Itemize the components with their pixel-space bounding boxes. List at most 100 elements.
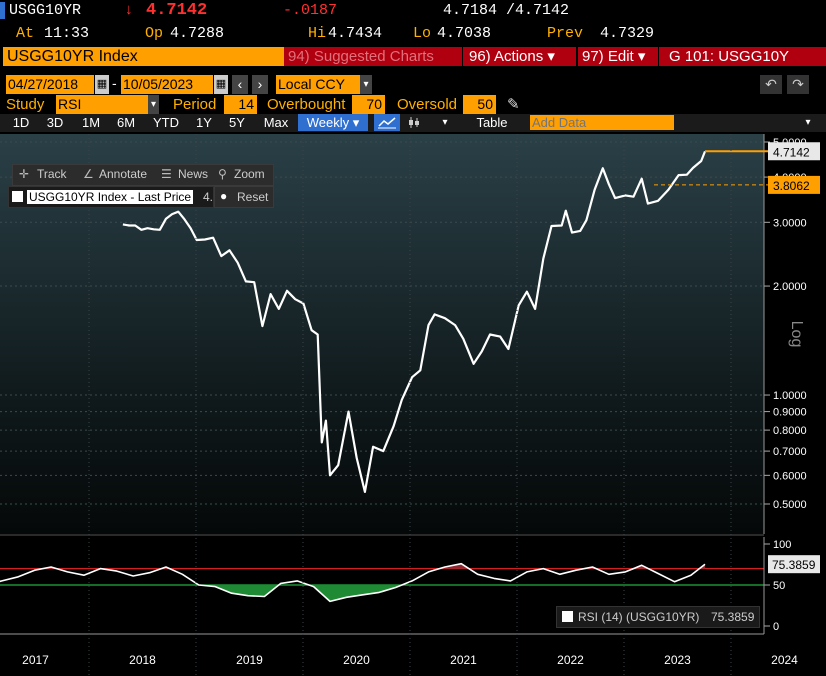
tab-1y[interactable]: 1Y bbox=[196, 115, 212, 130]
time-axis: 2017 2018 2019 2020 2021 2022 2023 2024 bbox=[0, 134, 798, 676]
rsi-value-tag bbox=[768, 555, 820, 574]
low-value: 4.7038 bbox=[437, 25, 492, 42]
price-tick-label: 0.9000 bbox=[773, 407, 807, 419]
study-dropdown-icon[interactable]: ▾ bbox=[148, 95, 159, 114]
legend-checkbox[interactable] bbox=[12, 191, 23, 202]
last-price-tag-label: 4.7142 bbox=[773, 145, 810, 159]
annotate-icon[interactable]: ∠ bbox=[83, 167, 94, 181]
price-tick-label: 0.6000 bbox=[773, 470, 807, 482]
price-tick-label: 0.7000 bbox=[773, 446, 807, 458]
annotate-button[interactable]: Annotate bbox=[99, 167, 148, 181]
year-label: 2020 bbox=[343, 653, 370, 667]
price-tick-label: 1.0000 bbox=[773, 390, 807, 402]
legend-box: USGG10YR Index - Last Price 4. bbox=[8, 186, 214, 208]
tab-1m[interactable]: 1M bbox=[81, 115, 101, 130]
year-label: 2017 bbox=[22, 653, 49, 667]
rsi-legend-label: RSI (14) (USGG10YR) bbox=[578, 610, 700, 624]
open-label: Op bbox=[145, 25, 164, 42]
security-field[interactable]: USGG10YR Index bbox=[3, 47, 284, 66]
reset-label: Reset bbox=[237, 190, 269, 204]
ref-price-tag-label: 3.8062 bbox=[773, 179, 810, 193]
prev-label: Prev bbox=[547, 25, 584, 42]
price-line bbox=[122, 150, 707, 493]
price-chart[interactable]: 0.5000 0.6000 0.7000 0.8000 0.9000 1.0000 2.00… bbox=[0, 134, 826, 676]
tab-1d[interactable]: 1D bbox=[12, 115, 30, 130]
at-time: 11:33 bbox=[44, 25, 90, 42]
add-data-input[interactable] bbox=[530, 115, 674, 130]
price-tick-label: 3.0000 bbox=[773, 217, 807, 229]
suggested-charts-button[interactable]: 94) Suggested Charts bbox=[284, 47, 462, 66]
period-label: Period bbox=[173, 96, 217, 113]
pencil-icon[interactable]: ✎ bbox=[507, 96, 520, 113]
at-label: At bbox=[16, 25, 35, 42]
prev-value: 4.7329 bbox=[600, 25, 655, 42]
toolbar: USGG10YR Index 94) Suggested Charts 96) … bbox=[0, 47, 826, 68]
menu-dropdown-icon[interactable]: ▾ bbox=[805, 117, 811, 128]
oversold-input[interactable]: 50 bbox=[463, 95, 496, 114]
log-axis-label: Log bbox=[788, 321, 805, 348]
zoom-button[interactable]: Zoom bbox=[234, 167, 265, 181]
rsi-line bbox=[0, 562, 706, 603]
year-label: 2024 bbox=[771, 653, 798, 667]
date-bar: 04/27/2018 ▦ - 10/05/2023 ▦ ‹ › Local CC… bbox=[0, 75, 826, 95]
legend-value: 4. bbox=[203, 190, 214, 204]
study-bar: Study RSI ▾ Period 14 Overbought 70 Over… bbox=[0, 95, 826, 115]
rsi-value-tag-label: 75.3859 bbox=[772, 558, 816, 572]
news-icon[interactable]: ☰ bbox=[161, 167, 172, 181]
line-chart-icon-svg bbox=[378, 117, 396, 129]
overbought-label: Overbought bbox=[267, 96, 346, 113]
next-period-icon[interactable]: › bbox=[252, 75, 268, 94]
quote-bar: USGG10YR ↓ 4.7142 -.0187 4.7184 /4.7142 bbox=[0, 0, 826, 22]
net-change: -.0187 bbox=[283, 2, 338, 19]
price-grid bbox=[0, 141, 764, 505]
tab-max[interactable]: Max bbox=[263, 115, 289, 130]
candle-icon[interactable] bbox=[404, 114, 424, 131]
frequency-select[interactable]: Weekly ▾ bbox=[298, 114, 368, 131]
study-select[interactable]: RSI bbox=[56, 95, 150, 114]
price-tick-label: 0.5000 bbox=[773, 499, 807, 511]
rsi-legend-checkbox[interactable] bbox=[562, 611, 573, 622]
year-label: 2019 bbox=[236, 653, 263, 667]
tab-ytd[interactable]: YTD bbox=[153, 115, 179, 130]
crosshair-icon[interactable]: ✛ bbox=[19, 167, 30, 181]
overbought-input[interactable]: 70 bbox=[352, 95, 385, 114]
zoom-icon[interactable]: ⚲ bbox=[218, 167, 227, 181]
table-button[interactable]: Table bbox=[476, 115, 508, 130]
legend-label: USGG10YR Index - Last Price bbox=[27, 190, 194, 204]
period-input[interactable]: 14 bbox=[224, 95, 257, 114]
tab-5y[interactable]: 5Y bbox=[229, 115, 245, 130]
actions-button[interactable]: 96) Actions ▾ bbox=[463, 47, 576, 66]
candle-icon-svg bbox=[409, 117, 419, 128]
year-label: 2018 bbox=[129, 653, 156, 667]
track-button[interactable]: Track bbox=[37, 167, 67, 181]
rsi-legend-box: RSI (14) (USGG10YR) 75.3859 bbox=[556, 606, 760, 628]
study-label: Study bbox=[6, 96, 45, 113]
tab-3d[interactable]: 3D bbox=[46, 115, 64, 130]
end-calendar-icon[interactable]: ▦ bbox=[214, 75, 228, 94]
open-value: 4.7288 bbox=[170, 25, 225, 42]
reset-button[interactable]: ● Reset bbox=[214, 186, 274, 208]
year-label: 2023 bbox=[664, 653, 691, 667]
down-arrow-icon: ↓ bbox=[125, 1, 133, 18]
end-date-input[interactable]: 10/05/2023 bbox=[121, 75, 213, 94]
prev-period-icon[interactable]: ‹ bbox=[232, 75, 248, 94]
rsi-tick-label: 100 bbox=[773, 539, 791, 551]
line-chart-icon[interactable] bbox=[374, 114, 400, 131]
last-price: 4.7142 bbox=[146, 1, 208, 20]
currency-select[interactable]: Local CCY bbox=[276, 75, 362, 94]
function-button[interactable]: G 101: USGG10Y bbox=[659, 47, 826, 66]
high-label: Hi bbox=[308, 25, 327, 42]
price-tick-label: 2.0000 bbox=[773, 281, 807, 293]
tab-6m[interactable]: 6M bbox=[116, 115, 136, 130]
start-calendar-icon[interactable]: ▦ bbox=[95, 75, 109, 94]
start-date-input[interactable]: 04/27/2018 bbox=[6, 75, 94, 94]
redo-icon[interactable]: ↷ bbox=[787, 75, 809, 94]
undo-icon[interactable]: ↶ bbox=[760, 75, 782, 94]
ticker: USGG10YR bbox=[9, 2, 82, 19]
price-tick-label: 0.8000 bbox=[773, 425, 807, 437]
chart-type-dropdown-icon[interactable]: ▾ bbox=[442, 117, 448, 128]
rsi-axis: 0 50 100 75.3859 bbox=[763, 537, 820, 634]
currency-dropdown-icon[interactable]: ▾ bbox=[360, 75, 372, 94]
edit-button[interactable]: 97) Edit ▾ bbox=[578, 47, 658, 66]
news-button[interactable]: News bbox=[178, 167, 209, 181]
